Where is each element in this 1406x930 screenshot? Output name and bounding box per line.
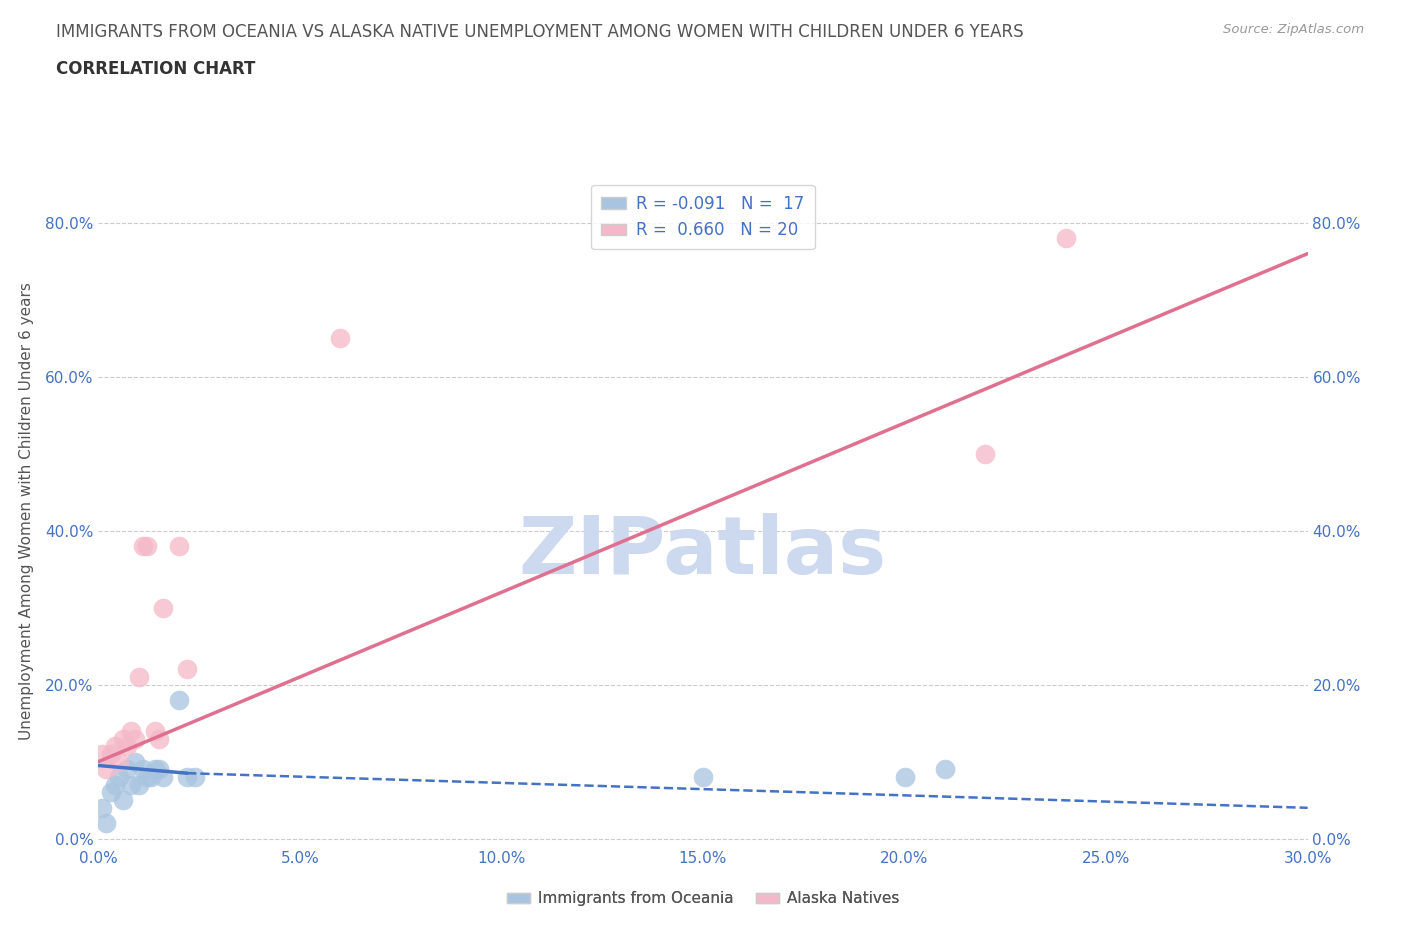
Point (115, 762, 138, 777)
Point (124, 731, 146, 746)
Point (132, 762, 155, 777)
Point (107, 754, 129, 769)
Point (128, 777, 150, 792)
Point (111, 731, 134, 746)
Point (176, 662, 198, 677)
Point (91, 747, 114, 762)
Point (96, 816, 118, 830)
Point (120, 777, 142, 792)
Point (167, 693, 190, 708)
Point (139, 770, 162, 785)
Point (1054, 231, 1077, 246)
Point (111, 792, 134, 807)
Point (120, 724, 142, 738)
Text: CORRELATION CHART: CORRELATION CHART (56, 60, 256, 78)
Text: Source: ZipAtlas.com: Source: ZipAtlas.com (1223, 23, 1364, 36)
Point (100, 747, 122, 762)
Text: ZIPatlas: ZIPatlas (519, 512, 887, 591)
Point (128, 670, 150, 684)
Point (115, 738, 138, 753)
Point (974, 446, 997, 461)
Point (124, 754, 146, 769)
Point (692, 770, 714, 785)
Point (107, 770, 129, 785)
Point (135, 538, 157, 553)
Point (96, 762, 118, 777)
Y-axis label: Unemployment Among Women with Children Under 6 years: Unemployment Among Women with Children U… (18, 283, 34, 740)
Point (176, 770, 198, 785)
Point (103, 777, 125, 792)
Point (152, 770, 174, 785)
Legend: Immigrants from Oceania, Alaska Natives: Immigrants from Oceania, Alaska Natives (501, 885, 905, 912)
Point (148, 731, 170, 746)
Point (100, 785, 122, 800)
Point (167, 538, 190, 553)
Point (91, 801, 114, 816)
Point (103, 738, 125, 753)
Point (143, 762, 166, 777)
Point (148, 762, 170, 777)
Point (934, 762, 956, 777)
Point (329, 331, 352, 346)
Point (135, 770, 157, 785)
Point (184, 770, 207, 785)
Point (152, 600, 174, 615)
Point (143, 724, 166, 738)
Text: IMMIGRANTS FROM OCEANIA VS ALASKA NATIVE UNEMPLOYMENT AMONG WOMEN WITH CHILDREN : IMMIGRANTS FROM OCEANIA VS ALASKA NATIVE… (56, 23, 1024, 41)
Point (893, 770, 915, 785)
Point (132, 538, 155, 553)
